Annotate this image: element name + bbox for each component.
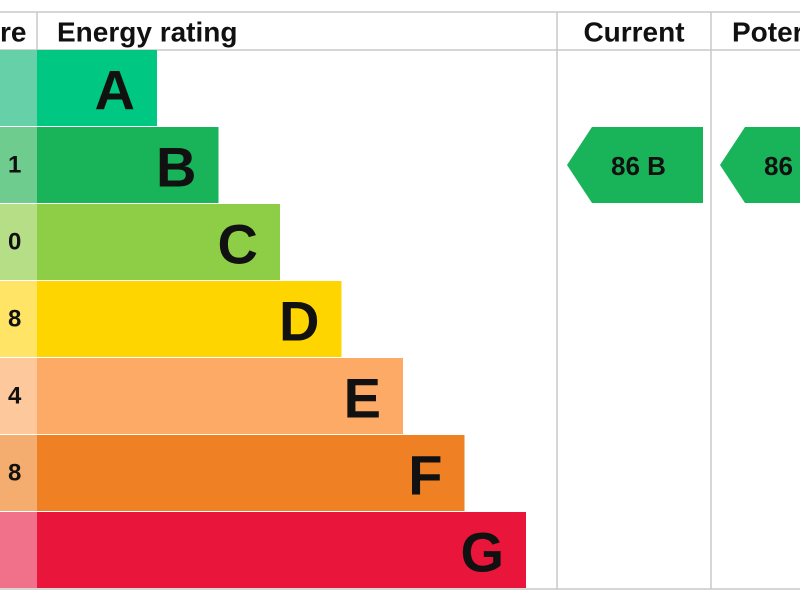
band-letter: B (156, 136, 196, 199)
band-bar (37, 435, 465, 511)
band-letter: A (95, 59, 135, 122)
potential-label: 86 (764, 151, 793, 181)
band-letter: D (279, 290, 319, 353)
score-label: 4 (8, 383, 22, 410)
score-cell (0, 281, 37, 357)
band-bar (37, 281, 342, 357)
score-label: 8 (8, 460, 21, 487)
band-bar (37, 50, 157, 126)
chart-body: re Energy rating Current Poter A 1 B 0 C 8 D 4 E… (0, 11, 800, 590)
score-cell (0, 50, 37, 126)
band-bar (37, 204, 280, 280)
band-letter: F (408, 444, 442, 507)
band-letter: E (344, 367, 381, 430)
score-cell (0, 435, 37, 511)
rating-header: Energy rating (57, 17, 237, 48)
potential-header: Poter (732, 17, 800, 48)
score-label: 1 (8, 152, 21, 179)
score-cell (0, 127, 37, 203)
score-label: 8 (8, 306, 21, 333)
score-cell (0, 204, 37, 280)
potential-arrow (720, 127, 800, 203)
current-arrow (567, 127, 703, 203)
band-bar (37, 358, 403, 434)
band-bar (37, 512, 526, 588)
current-header: Current (583, 17, 684, 48)
current-label: 86 B (611, 151, 666, 181)
score-label: 0 (8, 229, 21, 256)
band-bar (37, 127, 219, 203)
score-cell (0, 512, 37, 588)
score-cell (0, 358, 37, 434)
score-header: re (0, 17, 26, 48)
band-letter: G (460, 521, 504, 584)
band-letter: C (218, 213, 258, 276)
